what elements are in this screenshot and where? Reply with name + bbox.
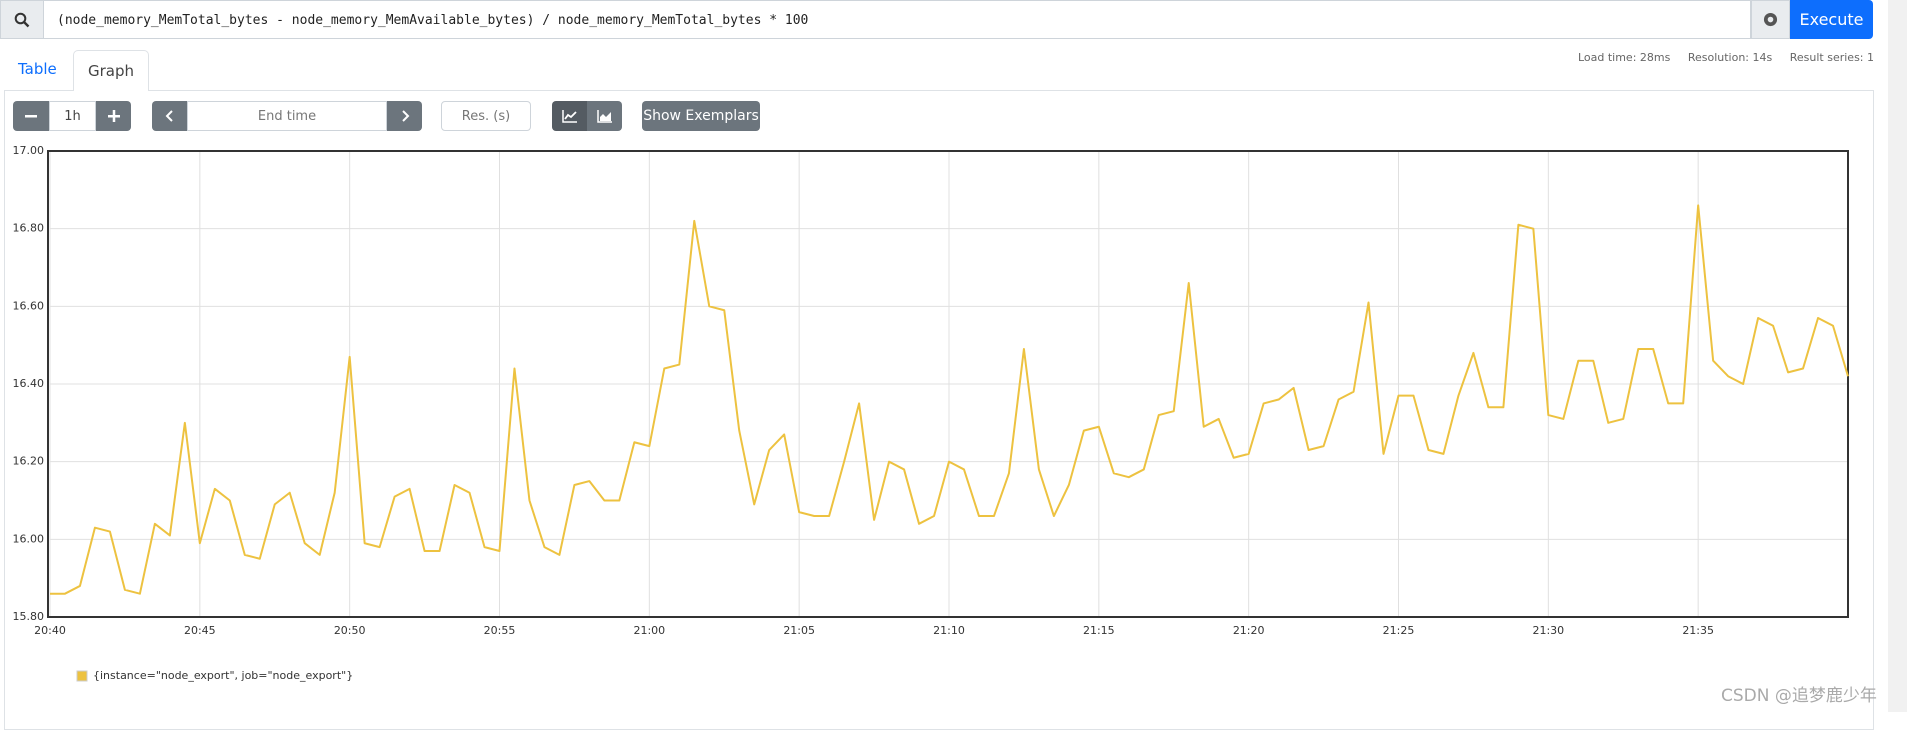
query-input[interactable]: (node_memory_MemTotal_bytes - node_memor… xyxy=(44,0,1751,39)
resolution-input[interactable]: Res. (s) xyxy=(441,101,531,131)
x-tick-label: 21:35 xyxy=(1682,624,1714,637)
load-time: Load time: 28ms xyxy=(1577,51,1671,64)
line-chart-button[interactable] xyxy=(552,101,587,131)
watermark: CSDN @追梦鹿少年 xyxy=(1721,686,1877,706)
metrics-explorer-button[interactable] xyxy=(1751,0,1790,39)
table-tab[interactable]: Table xyxy=(18,60,57,78)
x-tick-label: 20:45 xyxy=(184,624,216,637)
range-increase[interactable] xyxy=(96,101,131,131)
y-tick-label: 16.80 xyxy=(13,222,45,235)
execute-button[interactable]: Execute xyxy=(1790,0,1873,39)
result-series: Result series: 1 xyxy=(1789,51,1874,64)
y-tick-label: 16.40 xyxy=(13,377,45,390)
show-exemplars-button[interactable]: Show Exemplars xyxy=(642,101,760,131)
x-tick-label: 21:15 xyxy=(1083,624,1115,637)
stacked-chart-button[interactable] xyxy=(587,101,622,131)
x-tick-label: 20:55 xyxy=(484,624,516,637)
range-input[interactable]: 1h xyxy=(49,101,96,131)
end-time-back[interactable] xyxy=(152,101,187,131)
range-decrease[interactable] xyxy=(13,101,49,131)
scrollbar xyxy=(1888,0,1907,712)
y-tick-label: 16.20 xyxy=(13,455,45,468)
x-tick-label: 20:40 xyxy=(34,624,66,637)
legend-label: {instance="node_export", job="node_expor… xyxy=(93,669,353,682)
graph-tab[interactable]: Graph xyxy=(73,50,149,91)
y-tick-label: 16.00 xyxy=(13,532,45,545)
x-tick-label: 21:20 xyxy=(1233,624,1265,637)
resolution: Resolution: 14s xyxy=(1687,51,1773,64)
y-tick-label: 17.00 xyxy=(13,144,45,157)
x-tick-label: 20:50 xyxy=(334,624,366,637)
series-line xyxy=(50,204,1849,595)
y-tick-label: 16.60 xyxy=(13,299,45,312)
legend-swatch xyxy=(76,670,88,682)
end-time-input[interactable]: End time xyxy=(187,101,387,131)
search-icon xyxy=(0,0,44,39)
x-tick-label: 21:30 xyxy=(1532,624,1564,637)
plot-border xyxy=(47,150,1849,618)
y-tick-label: 15.80 xyxy=(13,610,45,623)
chart: 15.80 16.00 16.20 16.40 16.60 16.80 17.00 20:40… xyxy=(13,144,1849,682)
query-stats: Load time: 28ms Resolution: 14s Result s… xyxy=(1500,51,1874,64)
x-tick-label: 21:25 xyxy=(1383,624,1415,637)
x-tick-label: 21:10 xyxy=(933,624,965,637)
x-tick-label: 21:00 xyxy=(633,624,665,637)
end-time-forward[interactable] xyxy=(387,101,422,131)
x-tick-label: 21:05 xyxy=(783,624,815,637)
